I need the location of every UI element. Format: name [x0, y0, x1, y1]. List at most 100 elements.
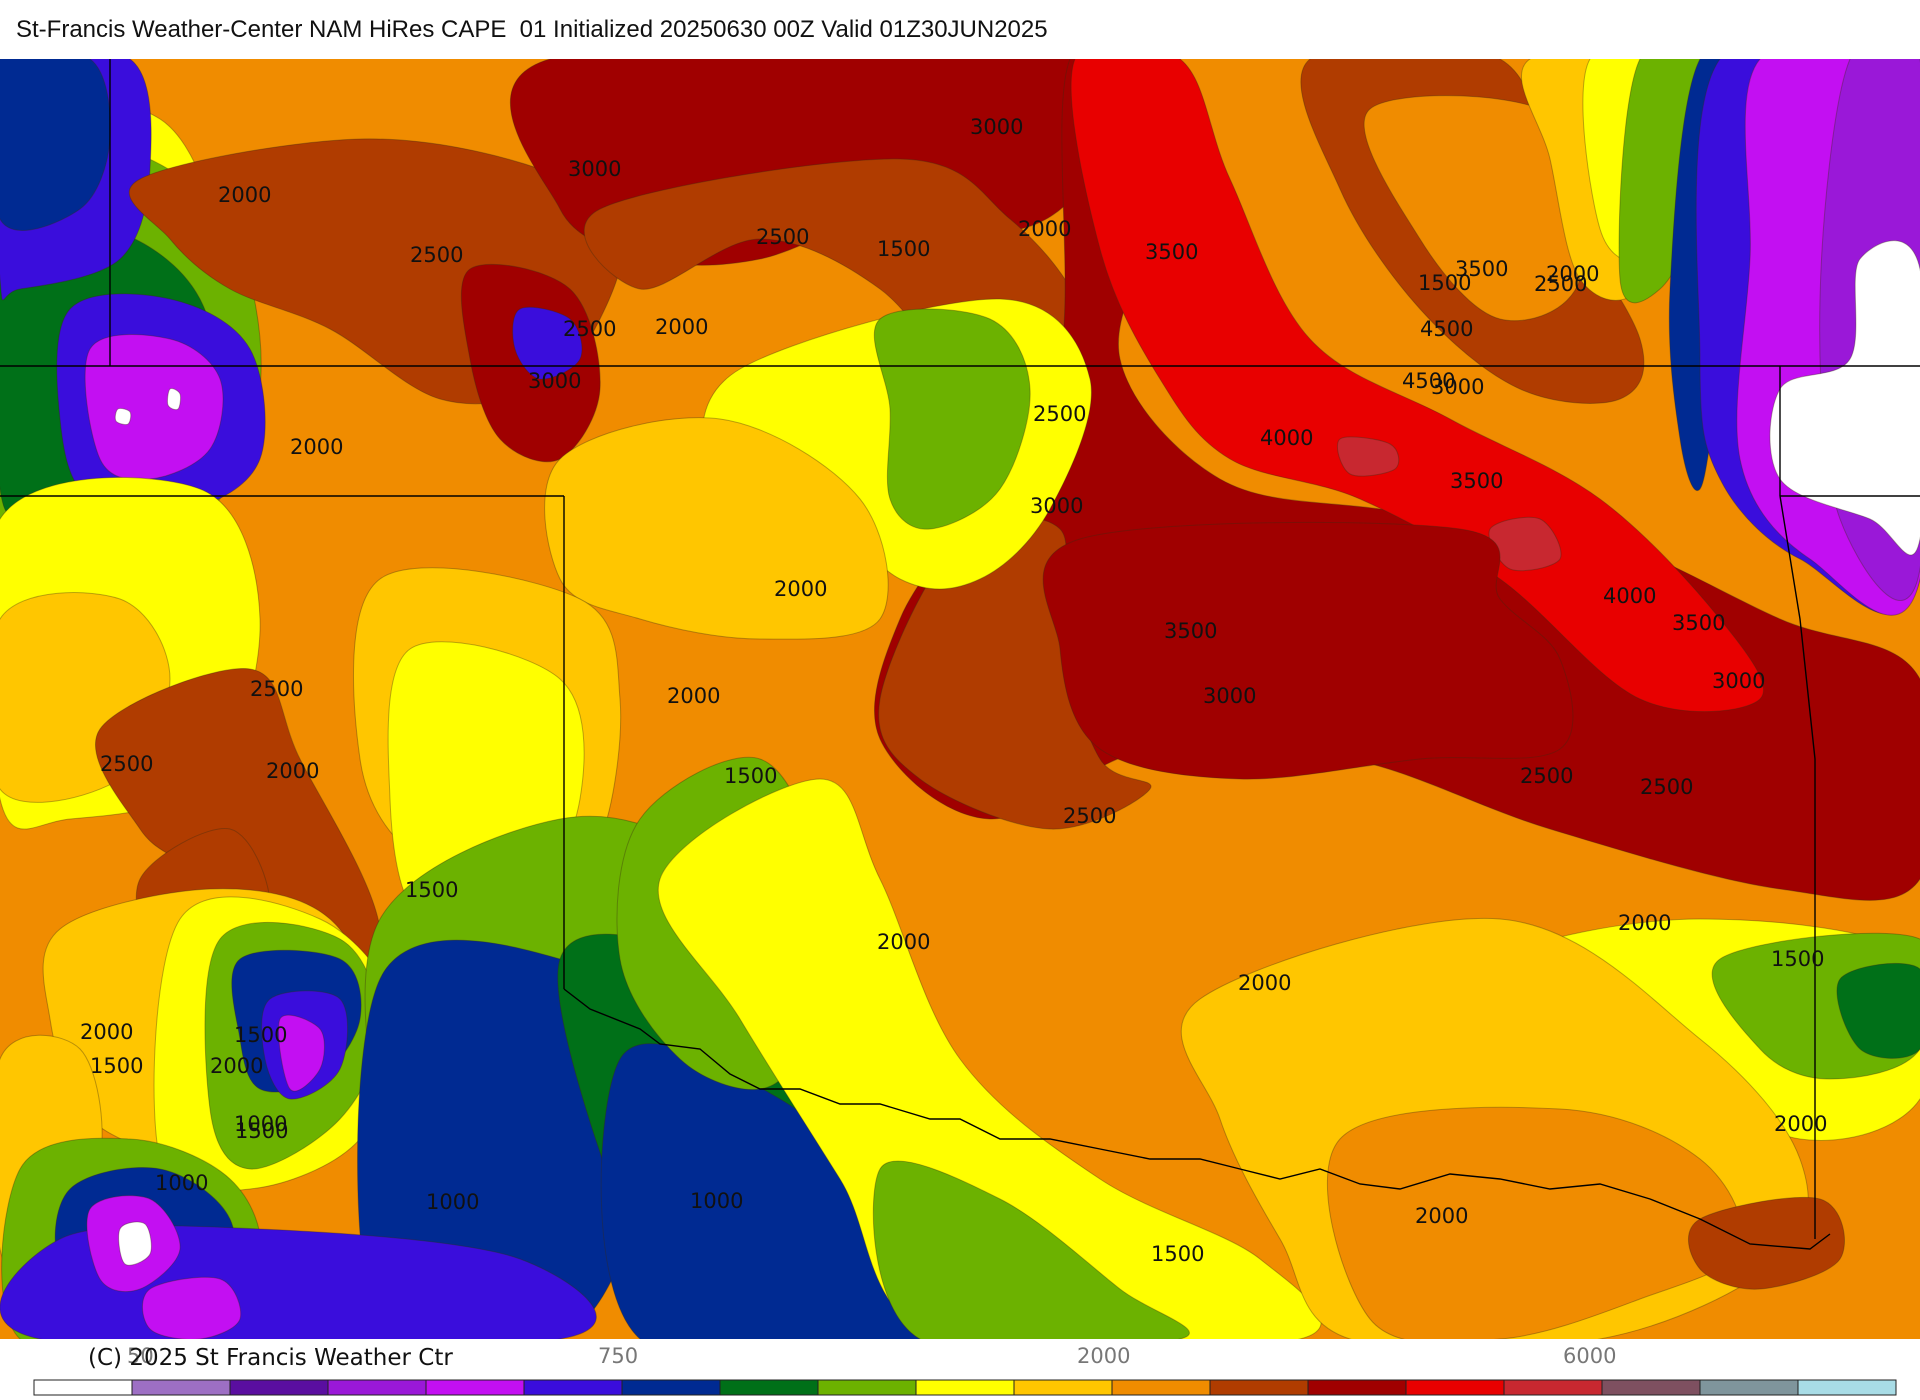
legend-swatch	[1111, 1379, 1211, 1396]
legend-swatch	[523, 1379, 623, 1396]
cape-region-white	[114, 407, 132, 426]
cape-region-rosered	[1336, 436, 1400, 477]
page-title: St-Francis Weather-Center NAM HiRes CAPE…	[16, 16, 1048, 43]
contour-label: 1000	[155, 1171, 208, 1195]
cape-region-yellow	[657, 778, 1322, 1339]
contour-label: 2500	[410, 243, 463, 267]
cape-region-magenta	[142, 1276, 242, 1339]
cape-region-magenta	[277, 1014, 325, 1092]
copyright-text: (C) 2025 St Francis Weather Ctr	[88, 1345, 453, 1371]
legend-tick-750: 750	[598, 1344, 638, 1368]
contour-label: 3000	[1431, 375, 1484, 399]
contour-label: 2000	[1018, 217, 1071, 241]
cape-region-blue	[512, 306, 583, 380]
legend-swatch	[719, 1379, 819, 1396]
contour-label: 3500	[1164, 619, 1217, 643]
legend-tick-6000: 6000	[1563, 1344, 1616, 1368]
cape-region-green	[872, 1160, 1190, 1339]
cape-region-dkgreen	[1836, 962, 1920, 1059]
legend-swatches	[33, 1379, 1897, 1396]
contour-label: 3000	[1203, 684, 1256, 708]
contour-label: 3500	[1145, 240, 1198, 264]
contour-label: 1500	[235, 1119, 288, 1143]
legend-swatch	[1307, 1379, 1407, 1396]
contour-label: 3000	[528, 369, 581, 393]
contour-label: 2500	[100, 752, 153, 776]
legend-swatch	[915, 1379, 1015, 1396]
legend-swatch	[131, 1379, 231, 1396]
contour-label: 1500	[234, 1023, 287, 1047]
cape-region-navy	[0, 59, 111, 231]
contour-label: 2000	[80, 1020, 133, 1044]
contour-label: 3000	[1712, 669, 1765, 693]
contour-label: 2000	[1618, 911, 1671, 935]
contour-label: 1000	[690, 1189, 743, 1213]
contour-label: 1000	[234, 1112, 287, 1136]
contour-label: 2000	[774, 577, 827, 601]
contour-label: 1500	[405, 878, 458, 902]
cape-region-orange	[1363, 95, 1588, 322]
contour-label: 4000	[1603, 584, 1656, 608]
contour-label: 2000	[218, 183, 271, 207]
contour-label: 1500	[1418, 271, 1471, 295]
contour-label: 1500	[90, 1054, 143, 1078]
legend-swatch	[817, 1379, 917, 1396]
cape-region-rust	[1687, 1196, 1845, 1290]
legend-tick-2000: 2000	[1077, 1344, 1130, 1368]
contour-label: 3500	[1672, 611, 1725, 635]
contour-label: 2500	[1534, 272, 1587, 296]
legend-swatch	[1797, 1379, 1897, 1396]
legend-swatch	[1209, 1379, 1309, 1396]
cape-region-white	[1769, 240, 1920, 556]
contour-label: 1500	[1151, 1242, 1204, 1266]
contour-label: 2500	[756, 225, 809, 249]
contour-label: 3000	[970, 115, 1023, 139]
contour-label: 4500	[1402, 369, 1455, 393]
contour-label: 4500	[1420, 317, 1473, 341]
contour-label: 3500	[1455, 257, 1508, 281]
contour-label: 2000	[1238, 971, 1291, 995]
contour-label: 2000	[1774, 1112, 1827, 1136]
legend-swatch	[1013, 1379, 1113, 1396]
cape-region-white	[118, 1221, 152, 1266]
legend-swatch	[425, 1379, 525, 1396]
legend-swatch	[229, 1379, 329, 1396]
contour-label: 2000	[210, 1054, 263, 1078]
cape-region-white	[166, 388, 182, 411]
contour-label: 2500	[1520, 764, 1573, 788]
cape-region-green	[873, 308, 1031, 530]
cape-region-orange	[1326, 1106, 1744, 1339]
contour-label: 2000	[655, 315, 708, 339]
contour-label: 3000	[568, 157, 621, 181]
contour-label: 2500	[250, 677, 303, 701]
contour-label: 1500	[724, 764, 777, 788]
legend-swatch	[1601, 1379, 1701, 1396]
contour-label: 1500	[1771, 947, 1824, 971]
legend-swatch	[33, 1379, 133, 1396]
contour-label: 2500	[563, 317, 616, 341]
contour-label: 3500	[1450, 469, 1503, 493]
state-borders	[0, 59, 1920, 1250]
contour-label: 1500	[877, 237, 930, 261]
cape-region-gold	[544, 417, 889, 640]
contour-label: 2000	[1546, 262, 1599, 286]
contour-label: 2000	[266, 759, 319, 783]
legend-tick-50: 50	[127, 1344, 154, 1368]
legend-swatch	[327, 1379, 427, 1396]
contour-label: 3000	[1030, 494, 1083, 518]
cape-region-red	[1070, 59, 1765, 713]
legend-swatch	[1405, 1379, 1505, 1396]
contour-label: 2000	[667, 684, 720, 708]
contour-label: 2000	[290, 435, 343, 459]
legend-swatch	[1503, 1379, 1603, 1396]
legend-swatch	[1699, 1379, 1799, 1396]
contour-label: 4000	[1260, 426, 1313, 450]
contour-label: 2500	[1640, 775, 1693, 799]
cape-region-magenta	[84, 334, 224, 481]
legend-swatch	[621, 1379, 721, 1396]
contour-label: 1000	[426, 1190, 479, 1214]
border-tx-ok	[563, 988, 1831, 1250]
legend-bar: 50 750 2000 6000 (C) 2025 St Francis Wea…	[33, 1344, 1897, 1396]
